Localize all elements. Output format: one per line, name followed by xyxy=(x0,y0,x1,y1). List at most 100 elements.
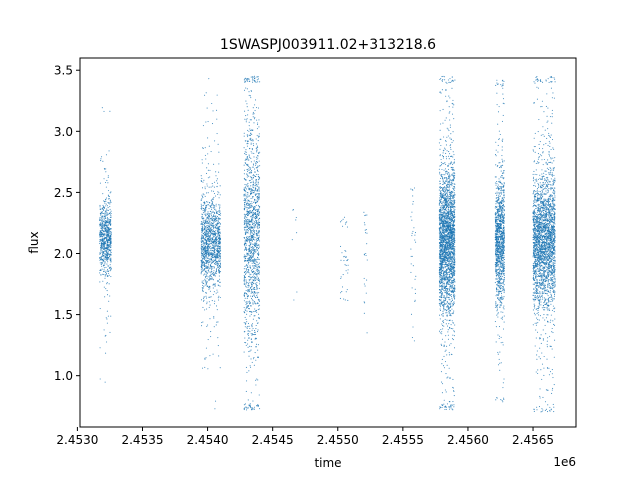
data-point xyxy=(204,275,206,278)
data-point xyxy=(213,224,215,227)
data-point xyxy=(254,227,256,229)
data-point xyxy=(211,212,213,214)
data-point xyxy=(259,304,261,306)
data-point xyxy=(244,226,247,228)
data-point xyxy=(212,204,214,206)
data-point xyxy=(250,260,252,262)
data-point xyxy=(255,173,257,175)
data-point xyxy=(254,77,256,79)
data-point xyxy=(110,249,112,251)
data-point xyxy=(211,202,213,204)
data-point xyxy=(440,228,442,230)
data-point xyxy=(258,279,260,281)
data-point xyxy=(451,203,453,205)
data-point xyxy=(103,218,105,220)
data-point xyxy=(254,110,256,112)
observation-cluster xyxy=(363,211,368,334)
data-point xyxy=(251,149,253,151)
data-point xyxy=(258,308,260,310)
data-point xyxy=(251,333,253,335)
data-point xyxy=(205,295,207,297)
data-point xyxy=(256,79,258,81)
data-point xyxy=(245,221,247,223)
data-point xyxy=(110,191,112,193)
data-point xyxy=(246,207,248,209)
data-point xyxy=(218,218,221,220)
data-point xyxy=(453,252,455,254)
data-point xyxy=(110,201,112,203)
data-point xyxy=(103,253,105,255)
data-point xyxy=(252,255,254,257)
data-point xyxy=(249,327,251,330)
data-point xyxy=(252,253,254,255)
data-point xyxy=(246,301,248,303)
data-point xyxy=(205,172,208,175)
data-point xyxy=(247,129,249,131)
data-point xyxy=(106,341,108,343)
observation-cluster xyxy=(438,75,456,411)
data-point xyxy=(246,269,248,271)
data-point xyxy=(250,270,252,272)
data-point xyxy=(251,407,253,409)
data-point xyxy=(204,366,206,368)
data-point xyxy=(441,89,443,91)
data-point xyxy=(216,243,218,245)
data-point xyxy=(245,197,247,199)
data-point xyxy=(214,220,216,223)
data-point xyxy=(216,250,219,253)
data-point xyxy=(245,406,247,408)
data-point xyxy=(204,154,206,156)
data-point xyxy=(450,407,452,409)
data-point xyxy=(105,220,107,222)
data-point xyxy=(450,215,452,217)
data-point xyxy=(105,168,107,170)
data-point xyxy=(216,250,218,252)
data-point xyxy=(247,158,249,160)
data-point xyxy=(209,278,211,280)
data-point xyxy=(110,228,112,230)
data-point xyxy=(256,158,258,160)
data-point xyxy=(243,147,245,149)
data-point xyxy=(244,283,246,285)
data-point xyxy=(258,259,260,261)
data-point xyxy=(443,365,445,367)
data-point xyxy=(439,300,441,302)
data-point xyxy=(251,252,253,255)
data-point xyxy=(256,119,258,121)
data-point xyxy=(250,238,252,240)
data-point xyxy=(218,214,220,216)
data-point xyxy=(453,331,456,333)
data-point xyxy=(257,349,259,351)
data-point xyxy=(255,384,257,386)
data-point xyxy=(243,213,245,215)
data-point xyxy=(105,250,107,252)
data-point xyxy=(445,288,447,290)
data-point xyxy=(414,232,417,234)
data-point xyxy=(212,272,214,274)
data-point xyxy=(251,361,253,363)
data-point xyxy=(255,273,257,275)
data-point xyxy=(205,215,207,217)
data-point xyxy=(447,296,449,299)
data-point xyxy=(106,216,108,218)
data-point xyxy=(103,286,105,288)
data-point xyxy=(245,231,247,233)
data-point xyxy=(110,261,112,263)
data-point xyxy=(207,163,209,165)
data-point xyxy=(245,342,247,344)
data-point xyxy=(446,211,448,213)
data-point xyxy=(254,239,256,241)
data-point xyxy=(203,261,205,263)
data-point xyxy=(246,164,248,166)
data-point xyxy=(205,209,207,211)
data-point xyxy=(244,265,246,268)
data-point xyxy=(253,278,256,280)
data-point xyxy=(249,290,251,292)
data-point xyxy=(245,289,247,292)
data-point xyxy=(250,284,253,286)
data-point xyxy=(343,259,345,262)
data-point xyxy=(219,239,221,241)
data-point xyxy=(201,287,204,289)
data-point xyxy=(201,196,203,198)
data-point xyxy=(205,239,207,241)
